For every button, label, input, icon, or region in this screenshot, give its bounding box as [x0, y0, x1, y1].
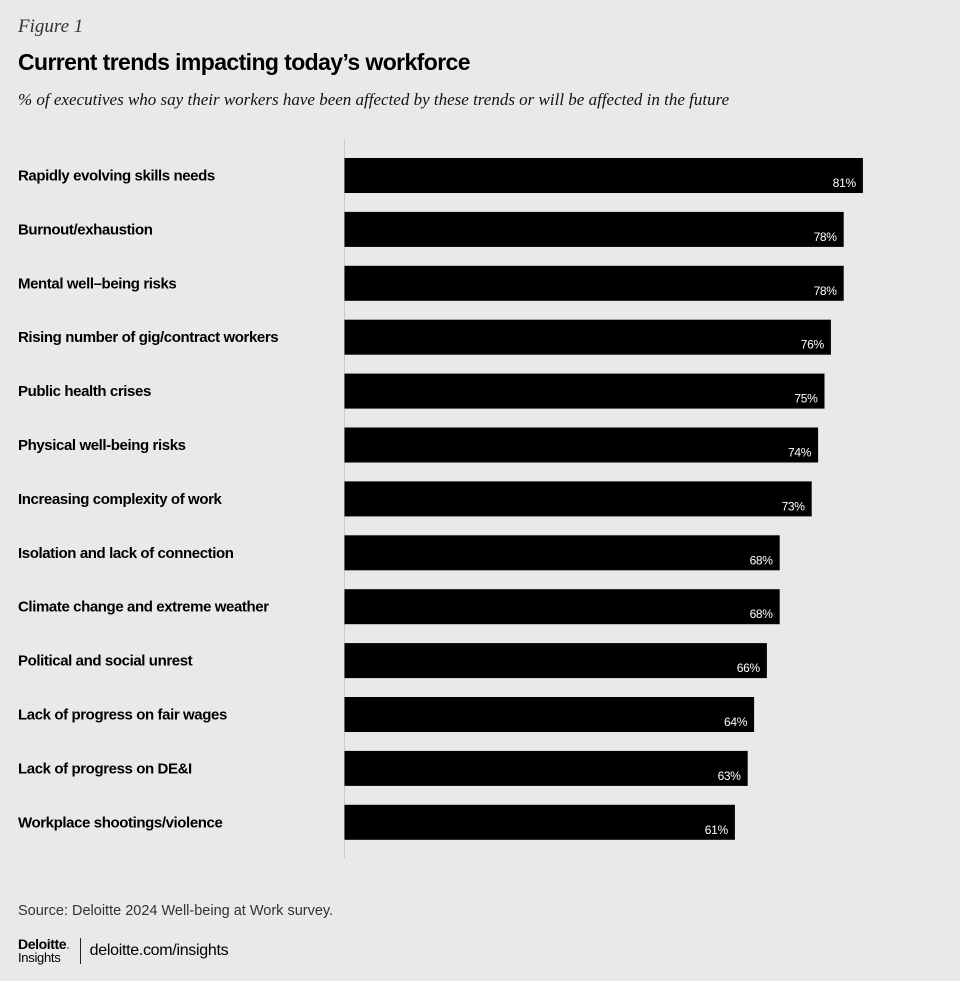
- category-label: Lack of progress on DE&I: [18, 760, 192, 777]
- category-label: Burnout/exhaustion: [18, 221, 153, 238]
- bar-value-label: 64%: [724, 715, 748, 729]
- footer: Deloitte. Insights deloitte.com/insights: [18, 936, 229, 965]
- category-label: Mental well–being risks: [18, 275, 176, 292]
- category-label: Isolation and lack of connection: [18, 545, 234, 562]
- bar-value-label: 75%: [794, 392, 818, 406]
- bar[interactable]: [344, 265, 844, 301]
- bar-chart: Rapidly evolving skills needs 81% Burnout/…: [18, 140, 863, 858]
- footer-link[interactable]: deloitte.com/insights: [89, 942, 229, 959]
- bar-value-label: 68%: [750, 553, 774, 567]
- bar[interactable]: [344, 373, 825, 409]
- bar[interactable]: [344, 804, 735, 840]
- chart-subtitle: % of executives who say their workers ha…: [18, 90, 730, 109]
- category-label: Workplace shootings/violence: [18, 814, 222, 831]
- bar[interactable]: [344, 319, 831, 355]
- bar-value-label: 78%: [814, 230, 838, 244]
- category-label: Physical well-being risks: [18, 437, 186, 454]
- logo-wordmark: Deloitte.: [18, 936, 70, 952]
- category-label: Political and social unrest: [18, 653, 193, 670]
- bar-value-label: 63%: [718, 769, 742, 783]
- bar-value-label: 68%: [750, 607, 774, 621]
- figure-label: Figure 1: [18, 16, 84, 37]
- logo-line2: Insights: [18, 950, 61, 965]
- category-label: Rising number of gig/contract workers: [18, 329, 278, 346]
- logo-dot: .: [66, 936, 70, 952]
- category-label: Rapidly evolving skills needs: [18, 168, 215, 185]
- bar[interactable]: [344, 211, 844, 247]
- category-label: Climate change and extreme weather: [18, 599, 269, 616]
- bar[interactable]: [344, 427, 819, 463]
- bar-value-label: 73%: [782, 499, 806, 513]
- category-label: Public health crises: [18, 383, 151, 400]
- bar[interactable]: [344, 535, 780, 571]
- bar[interactable]: [344, 589, 780, 625]
- bar[interactable]: [344, 481, 812, 517]
- bar-value-label: 81%: [833, 176, 857, 190]
- bar-value-label: 78%: [814, 284, 838, 298]
- bar[interactable]: [344, 697, 755, 732]
- bar-value-label: 74%: [788, 446, 812, 460]
- deloitte-insights-logo[interactable]: Deloitte. Insights: [18, 936, 70, 965]
- footer-divider: [79, 938, 81, 964]
- bar[interactable]: [344, 158, 863, 193]
- category-label: Lack of progress on fair wages: [18, 707, 227, 724]
- bar-value-label: 76%: [801, 338, 825, 352]
- bar[interactable]: [344, 643, 767, 679]
- bar-value-label: 66%: [737, 661, 761, 675]
- bar[interactable]: [344, 750, 748, 786]
- chart-title: Current trends impacting today’s workfor…: [18, 49, 471, 75]
- bar-value-label: 61%: [705, 823, 729, 837]
- logo-line1: Deloitte: [18, 936, 67, 952]
- category-label: Increasing complexity of work: [18, 491, 223, 508]
- source-note: Source: Deloitte 2024 Well-being at Work…: [18, 903, 334, 919]
